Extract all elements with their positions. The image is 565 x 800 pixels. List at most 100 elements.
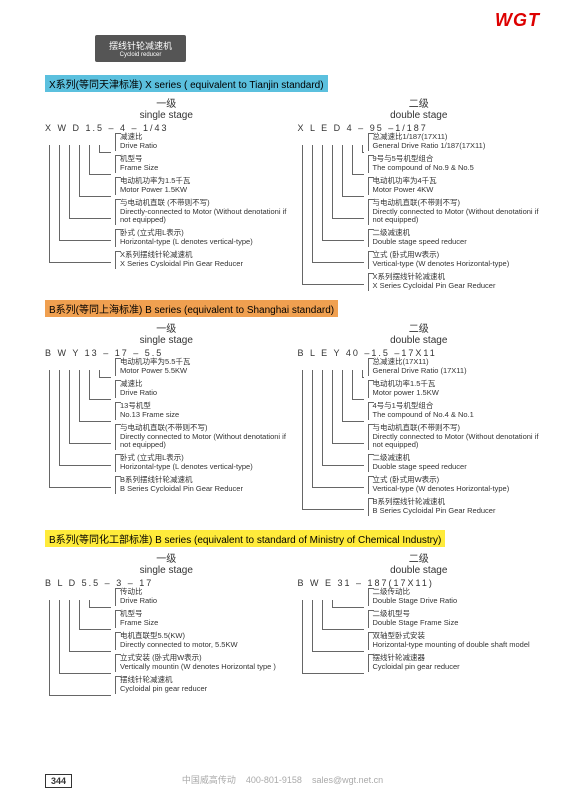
stage-title-en: double stage: [390, 110, 447, 121]
single-stage-column: 一级single stage X W D 1.5 – 4 – 1/43减速比Dri…: [45, 95, 288, 295]
description-tree: 传动比Drive Ratio 机型号Frame Size 电机直联型5.5(KW)D…: [45, 588, 288, 694]
section-b-shanghai: B系列(等同上海标准) B series (equivalent to Shan…: [45, 300, 540, 520]
desc-en: General Drive Ratio 1/187(17X11): [373, 142, 541, 151]
desc-en: Drive Ratio: [120, 597, 288, 606]
description-tree: 总减速比(17X11)General Drive Ratio (17X11) 电动…: [298, 358, 541, 516]
model-code: X W D 1.5 – 4 – 1/43: [45, 123, 288, 133]
desc-en: Directly-connected to Motor (Without den…: [120, 208, 288, 225]
desc-en: Vertical-type (W denotes Horizontal-type…: [373, 485, 541, 494]
single-stage-column: 一级single stageB W Y 13 – 17 – 5.5电动机功率为5…: [45, 320, 288, 520]
stage-title-en: double stage: [390, 565, 447, 576]
description-item: 总减速比(17X11)General Drive Ratio (17X11): [368, 358, 541, 376]
section-b-chemical: B系列(等同化工部标准) B series (equivalent to sta…: [45, 530, 540, 698]
desc-en: B Series Cycloidal Pin Gear Reducer: [120, 485, 288, 494]
desc-en: Horizontal-type (L denotes vertical-type…: [120, 238, 288, 247]
footer-company: 中国威高传动: [182, 775, 236, 785]
desc-en: Double Stage Frame Size: [373, 619, 541, 628]
description-item: 二级减速机Duoble stage speed reducer: [368, 454, 541, 472]
desc-en: B Series Cycloidal Pin Gear Reducer: [373, 507, 541, 516]
description-tree: 减速比Drive Ratio 机型号Frame Size 电动机功率为1.5千瓦Mo…: [45, 133, 288, 269]
description-item: 与电动机直联(不带则不写)Directly connected to Motor…: [368, 424, 541, 450]
stage-title-en: single stage: [140, 110, 193, 121]
stage-title: 二级double stage: [298, 550, 541, 576]
description-item: 摆线针轮减速器Cycloidal pin gear reducer: [368, 654, 541, 672]
description-item: 二级减速机Double stage speed reducer: [368, 229, 541, 247]
section-header: B系列(等同上海标准) B series (equivalent to Shan…: [45, 300, 338, 317]
stage-title-cn: 二级: [298, 320, 541, 335]
description-item: 机型号Frame Size: [115, 610, 288, 628]
category-tab: 摆线针轮减速机 Cycloid reducer: [95, 35, 186, 62]
description-item: 二级传动比Double Stage Drive Ratio: [368, 588, 541, 606]
desc-en: No.13 Frame size: [120, 411, 288, 420]
desc-en: Vertical-type (W denotes Horizontal-type…: [373, 260, 541, 269]
stage-title: 二级double stage: [298, 320, 541, 346]
desc-en: Duoble stage speed reducer: [373, 463, 541, 472]
description-item: 电机直联型5.5(KW)Directly connected to motor,…: [115, 632, 288, 650]
description-item: 9号与5号机型组合The compound of No.9 & No.5: [368, 155, 541, 173]
desc-en: Motor Power 1.5KW: [120, 186, 288, 195]
description-item: 13号机型No.13 Frame size: [115, 402, 288, 420]
stage-title-en: single stage: [140, 565, 193, 576]
desc-en: Double stage speed reducer: [373, 238, 541, 247]
stage-title-cn: 一级: [45, 320, 288, 335]
page-footer: 中国威高传动 400-801-9158 sales@wgt.net.cn: [0, 773, 565, 786]
description-item: B系列摆线针轮减速机B Series Cycloidal Pin Gear Re…: [368, 498, 541, 516]
section-header: X系列(等同天津标准) X series ( equivalent to Tia…: [45, 75, 328, 92]
description-item: 4号与1号机型组合The compound of No.4 & No.1: [368, 402, 541, 420]
stage-title-en: single stage: [140, 335, 193, 346]
description-tree: 总减速比1/187(17X11)General Drive Ratio 1/18…: [298, 133, 541, 291]
desc-en: Cycloidal pin gear reducer: [373, 663, 541, 672]
description-item: 机型号Frame Size: [115, 155, 288, 173]
stage-title: 一级single stage: [45, 95, 288, 121]
tab-title-cn: 摆线针轮减速机: [109, 41, 172, 51]
description-item: 电动机功率1.5千瓦Motor power 1.5KW: [368, 380, 541, 398]
desc-en: X Series Cycloidal Pin Gear Reducer: [373, 282, 541, 291]
description-item: 电动机功率为1.5千瓦Motor Power 1.5KW: [115, 177, 288, 195]
desc-en: Motor Power 5.5KW: [120, 367, 288, 376]
desc-en: The compound of No.9 & No.5: [373, 164, 541, 173]
description-item: 与电动机直联(不带则不写)Directly connected to Motor…: [368, 199, 541, 225]
description-item: B系列摆线针轮减速机B Series Cycloidal Pin Gear Re…: [115, 476, 288, 494]
double-stage-column: 二级double stageX L E D 4 – 95 –1/187总减速比1…: [298, 95, 541, 295]
desc-en: Drive Ratio: [120, 389, 288, 398]
footer-phone: 400-801-9158: [246, 775, 302, 785]
description-item: 减速比Drive Ratio: [115, 380, 288, 398]
brand-logo: WGT: [495, 10, 540, 31]
desc-en: Frame Size: [120, 164, 288, 173]
stage-title-en: double stage: [390, 335, 447, 346]
model-code: B W E 31 – 187(17X11): [298, 578, 541, 588]
desc-en: Horizontal-type mounting of double shaft…: [373, 641, 541, 650]
double-stage-column: 二级double stage B W E 31 – 187(17X11)二级传动比…: [298, 550, 541, 698]
description-item: 二级机型号Double Stage Frame Size: [368, 610, 541, 628]
description-item: 电动机功率为5.5千瓦Motor Power 5.5KW: [115, 358, 288, 376]
description-item: 立式安装 (卧式用W表示)Vertically mountin (W denot…: [115, 654, 288, 672]
stage-title-cn: 一级: [45, 95, 288, 110]
section-x-series: X系列(等同天津标准) X series ( equivalent to Tia…: [45, 75, 540, 295]
desc-en: Double Stage Drive Ratio: [373, 597, 541, 606]
model-code: B L D 5.5 – 3 – 17: [45, 578, 288, 588]
description-tree: 二级传动比Double Stage Drive Ratio 二级机型号Double…: [298, 588, 541, 672]
description-item: 减速比Drive Ratio: [115, 133, 288, 151]
description-item: X系列摆线针轮减速机X Series Cysloidal Pin Gear Re…: [115, 251, 288, 269]
description-item: 卧式 (立式用L表示)Horizontal-type (L denotes ve…: [115, 454, 288, 472]
stage-title: 一级single stage: [45, 320, 288, 346]
footer-email: sales@wgt.net.cn: [312, 775, 383, 785]
stage-title-cn: 二级: [298, 550, 541, 565]
tab-title-en: Cycloid reducer: [109, 52, 172, 58]
stage-title: 二级double stage: [298, 95, 541, 121]
stage-title-cn: 一级: [45, 550, 288, 565]
description-item: 传动比Drive Ratio: [115, 588, 288, 606]
description-item: 电动机功率为4千瓦Motor Power 4KW: [368, 177, 541, 195]
description-item: 立式 (卧式用W表示)Vertical-type (W denotes Hori…: [368, 476, 541, 494]
single-stage-column: 一级single stage B L D 5.5 – 3 – 17传动比Drive…: [45, 550, 288, 698]
stage-title-cn: 二级: [298, 95, 541, 110]
desc-en: Drive Ratio: [120, 142, 288, 151]
description-item: 总减速比1/187(17X11)General Drive Ratio 1/18…: [368, 133, 541, 151]
desc-en: Directly connected to motor, 5.5KW: [120, 641, 288, 650]
description-tree: 电动机功率为5.5千瓦Motor Power 5.5KW 减速比Drive Rat…: [45, 358, 288, 494]
desc-en: Directly connected to Motor (Without den…: [120, 433, 288, 450]
description-item: X系列摆线针轮减速机X Series Cycloidal Pin Gear Re…: [368, 273, 541, 291]
description-item: 与电动机直联(不带则不写)Directly connected to Motor…: [115, 424, 288, 450]
description-item: 卧式 (立式用L表示)Horizontal-type (L denotes ve…: [115, 229, 288, 247]
description-item: 与电动机直联 (不带则不写)Directly-connected to Moto…: [115, 199, 288, 225]
